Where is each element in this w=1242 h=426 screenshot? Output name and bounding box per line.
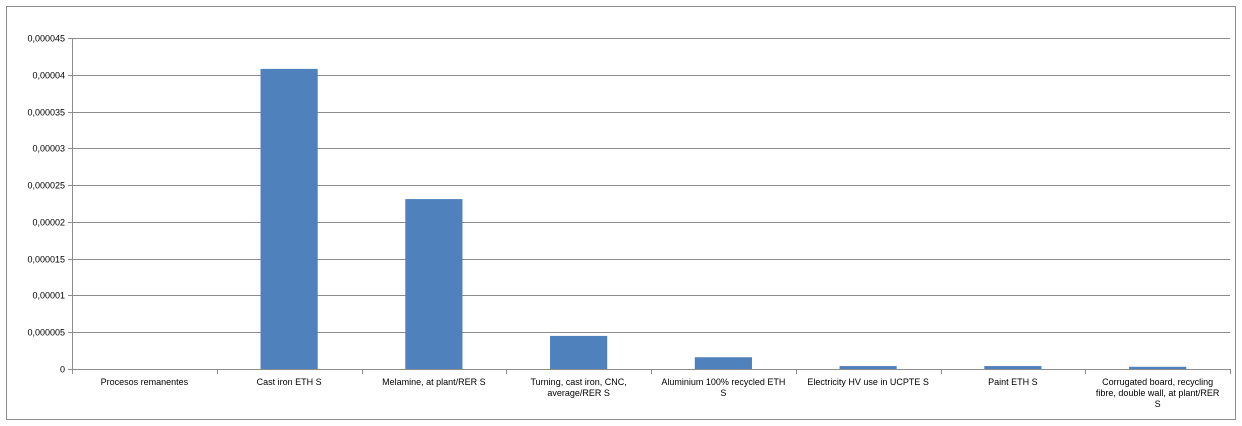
y-tick-label: 0,00003 [32, 144, 65, 154]
x-category-label-line: S [1155, 399, 1161, 409]
bar [1129, 366, 1187, 369]
x-category-label-line: Turning, cast iron, CNC, [531, 377, 627, 387]
x-category-label: Paint ETH S [988, 377, 1038, 387]
x-category-label-line: S [720, 388, 726, 398]
x-category-label-line: average/RER S [547, 388, 610, 398]
y-tick-label: 0,00004 [32, 71, 65, 81]
x-category-label-line: Aluminium 100% recycled ETH [661, 377, 785, 387]
bar [260, 68, 318, 369]
x-category-label: Cast iron ETH S [257, 377, 322, 387]
x-category-label: Aluminium 100% recycled ETH S [661, 377, 785, 398]
x-category-label: Turning, cast iron, CNC, average/RER S [531, 377, 627, 398]
bar [405, 199, 463, 369]
y-tick-label: 0,000015 [27, 255, 65, 265]
x-category-label-line: Corrugated board, recycling [1102, 377, 1213, 387]
y-tick-label: 0,000035 [27, 108, 65, 118]
x-category-label: Electricity HV use in UCPTE S [807, 377, 929, 387]
x-category-label-line: Melamine, at plant/RER S [382, 377, 486, 387]
y-tick-label: 0,000025 [27, 181, 65, 191]
x-category-label: Procesos remanentes [101, 377, 189, 387]
x-category-label-line: Paint ETH S [988, 377, 1038, 387]
x-category-label-line: fibre, double wall, at plant/RER [1096, 388, 1220, 398]
y-tick-label: 0,000045 [27, 34, 65, 44]
bar [984, 366, 1042, 369]
x-category-label: Melamine, at plant/RER S [382, 377, 486, 387]
bar-chart: 0 0,000005 0,00001 0,000015 0,00002 0,000025 0… [27, 34, 1231, 409]
x-category-label-line: Cast iron ETH S [257, 377, 322, 387]
y-tick-label: 0,000005 [27, 328, 65, 338]
x-category-label-line: Electricity HV use in UCPTE S [807, 377, 929, 387]
bar [839, 366, 897, 369]
x-category-label-line: Procesos remanentes [101, 377, 189, 387]
x-category-label: Corrugated board, recycling fibre, double… [1096, 377, 1220, 409]
y-tick-label: 0,00002 [32, 218, 65, 228]
y-tick-label: 0 [60, 365, 65, 375]
bar [550, 335, 608, 369]
y-tick-label: 0,00001 [32, 291, 65, 301]
bar [694, 357, 752, 369]
chart-frame: 0 0,000005 0,00001 0,000015 0,00002 0,000025 0… [6, 6, 1236, 420]
